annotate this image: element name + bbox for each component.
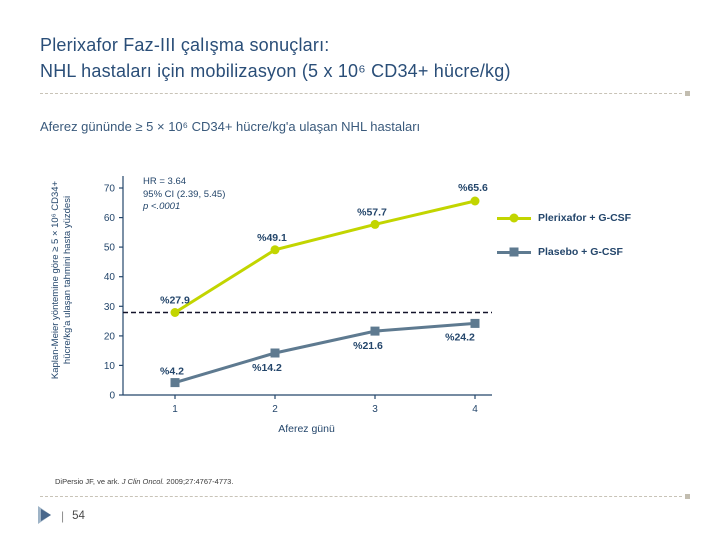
y-tick-label: 60 (104, 213, 116, 224)
footer-separator (40, 494, 690, 499)
data-point (270, 348, 280, 358)
separator-end-square (685, 91, 690, 96)
chart-title: Aferez gününde ≥ 5 × 10⁶ CD34+ hücre/kg'… (40, 119, 421, 134)
legend: Plerixafor + G-CSF Plasebo + G-CSF (497, 211, 631, 259)
title-separator (40, 91, 690, 96)
hr-value: HR = 3.64 (143, 176, 187, 187)
citation: DiPersio JF, ve ark. J Clin Oncol. 2009;… (55, 477, 233, 486)
line-chart: 0 10 20 30 40 50 60 70 1 2 3 4 %27.9 %49.1 %57.7 %65.6%… (104, 176, 492, 415)
legend-label-plerixafor: Plerixafor + G-CSF (538, 212, 632, 224)
data-label: %49.1 (257, 232, 287, 244)
data-label: %4.2 (160, 366, 184, 378)
plasebo-line-swatch (497, 247, 531, 257)
y-tick-label: 70 (104, 184, 116, 195)
data-label: %27.9 (160, 295, 190, 307)
data-point (170, 378, 180, 388)
data-point (470, 318, 480, 328)
page-footer: | 54 (38, 506, 85, 525)
legend-item-plerixafor: Plerixafor + G-CSF (497, 211, 631, 225)
citation-detail: 2009;27:4767-4773. (164, 477, 234, 486)
citation-author: DiPersio JF, ve ark. (55, 477, 122, 486)
data-point (370, 219, 380, 229)
circle-marker-icon (509, 213, 519, 223)
title-line-1: Plerixafor Faz-III çalışma sonuçları: (40, 35, 330, 55)
x-tick-label: 3 (372, 404, 378, 415)
data-label: %57.7 (357, 206, 387, 218)
y-tick-label: 10 (104, 361, 116, 372)
x-tick-label: 1 (172, 404, 178, 415)
p-value: p <.0001 (143, 201, 181, 212)
y-tick-label: 20 (104, 331, 116, 342)
plerixafor-line-swatch (497, 213, 531, 223)
separator-end-square (685, 494, 690, 499)
hr-annotation: HR = 3.64 95% CI (2.39, 5.45) p <.0001 (143, 176, 225, 214)
legend-item-plasebo: Plasebo + G-CSF (497, 245, 631, 259)
x-axis-title: Aferez günü (278, 423, 335, 435)
y-tick-label: 40 (104, 272, 116, 283)
legend-label-plasebo: Plasebo + G-CSF (538, 246, 623, 258)
y-tick-label: 0 (109, 391, 115, 402)
data-label: %21.6 (353, 340, 383, 352)
data-point (470, 196, 480, 206)
data-label: %14.2 (252, 362, 282, 374)
page-number-separator: | (61, 508, 65, 523)
data-point (370, 326, 380, 336)
series-line-1 (174, 321, 476, 385)
y-tick-label: 30 (104, 302, 116, 313)
ci-value: 95% CI (2.39, 5.45) (143, 188, 226, 200)
y-tick-label: 50 (104, 243, 116, 254)
data-point (170, 308, 180, 317)
page-number: 54 (72, 509, 85, 522)
series-line-0 (174, 199, 476, 314)
template-arrow-icon (38, 506, 53, 525)
title-line-2: NHL hastaları için mobilizasyon (5 x 10⁶… (40, 61, 511, 81)
data-label: %65.6 (458, 182, 488, 194)
data-label: %24.2 (445, 331, 475, 343)
square-marker-icon (509, 247, 519, 257)
x-tick-label: 4 (472, 404, 478, 415)
x-tick-label: 2 (272, 404, 278, 415)
citation-journal: J Clin Oncol. (121, 477, 165, 486)
data-point (270, 245, 280, 255)
page-title: Plerixafor Faz-III çalışma sonuçları: NH… (40, 32, 511, 84)
